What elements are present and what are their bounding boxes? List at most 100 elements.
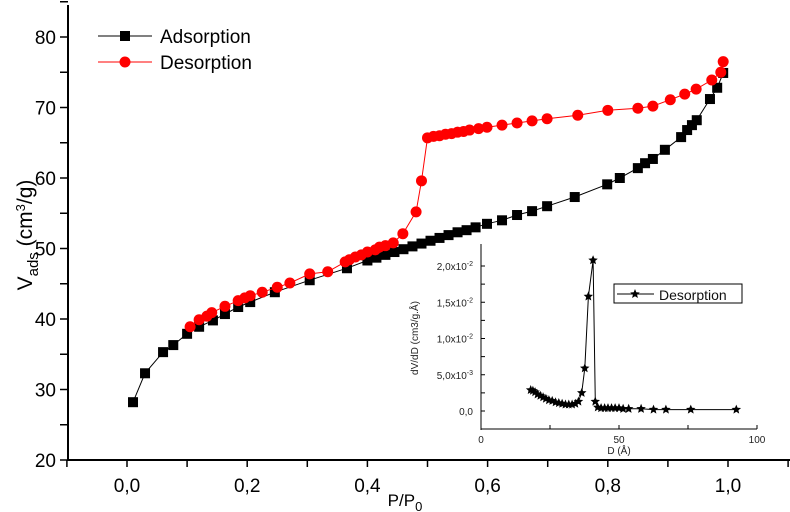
data-point-adsorption <box>527 206 538 217</box>
data-point-desorption <box>602 104 614 116</box>
inset-y-tick-label: 0,0 <box>459 407 473 418</box>
x-tick-label: 0,8 <box>595 476 621 497</box>
data-point-adsorption <box>434 232 445 243</box>
data-point-adsorption <box>676 132 687 143</box>
data-point-adsorption <box>632 163 643 174</box>
legend-label: Adsorption <box>160 27 251 48</box>
x-axis-label: P/P0 <box>388 491 423 512</box>
data-point-desorption <box>339 256 351 268</box>
x-tick-label: 0,4 <box>354 476 381 497</box>
data-point-desorption <box>572 109 584 121</box>
data-point-adsorption <box>233 302 244 313</box>
inset-data-point <box>577 387 587 397</box>
y-tick-label: 50 <box>35 240 56 261</box>
data-point-adsorption <box>542 201 553 212</box>
data-point-adsorption <box>704 94 715 105</box>
data-point-adsorption <box>398 244 409 255</box>
inset-y-tick-label: 1,5x10-2 <box>437 297 473 309</box>
y-tick-label: 40 <box>35 310 56 331</box>
data-point-adsorption <box>481 218 492 229</box>
data-point-desorption <box>184 321 196 333</box>
data-point-desorption <box>473 123 485 135</box>
inset-data-point <box>570 398 581 408</box>
inset-data-point <box>573 396 584 406</box>
inset-data-point <box>731 404 742 414</box>
legend-marker-desorption <box>119 56 131 68</box>
data-point-desorption <box>496 119 508 131</box>
data-point-adsorption <box>304 275 315 286</box>
data-point-adsorption <box>659 144 670 155</box>
inset-y-tick-label: 2,0x10-2 <box>437 261 473 273</box>
data-point-desorption <box>715 66 727 78</box>
data-point-adsorption <box>245 297 256 308</box>
inset-series-line <box>530 260 737 411</box>
data-point-desorption <box>271 281 283 293</box>
inset-data-point <box>588 255 598 265</box>
data-point-adsorption <box>371 252 382 263</box>
data-point-adsorption <box>614 173 625 183</box>
legend-label: Desorption <box>160 53 252 74</box>
data-point-desorption <box>232 295 244 307</box>
data-point-desorption <box>706 74 718 86</box>
data-point-adsorption <box>452 227 463 238</box>
inset-legend-marker <box>630 289 640 298</box>
inset-y-tick-label: 1,0x10-2 <box>437 334 473 346</box>
data-point-desorption <box>397 228 409 240</box>
data-point-adsorption <box>362 255 373 266</box>
y-tick-label: 80 <box>35 28 56 49</box>
data-point-adsorption <box>512 210 523 221</box>
y-tick-label: 70 <box>35 99 56 120</box>
data-point-adsorption <box>569 192 580 203</box>
data-point-desorption <box>717 56 729 68</box>
data-point-desorption <box>664 94 676 106</box>
data-point-adsorption <box>194 321 205 332</box>
x-tick-label: 0,0 <box>114 476 140 497</box>
inset-data-point <box>636 403 646 413</box>
legend-marker-adsorption <box>120 31 130 41</box>
data-point-adsorption <box>140 368 151 379</box>
data-point-adsorption <box>712 82 723 93</box>
data-point-adsorption <box>497 215 508 226</box>
data-point-adsorption <box>647 153 658 164</box>
inset-data-point <box>580 363 590 373</box>
x-tick-label: 0,6 <box>474 476 500 497</box>
data-point-adsorption <box>158 347 169 358</box>
y-tick-label: 20 <box>35 451 56 472</box>
data-point-adsorption <box>128 397 139 408</box>
inset-y-axis-label: dV/dD (cm3/g.Å) <box>408 301 421 375</box>
data-point-desorption <box>679 88 691 100</box>
inset-x-tick-label: 0 <box>478 435 484 446</box>
data-point-adsorption <box>470 222 481 233</box>
data-point-adsorption <box>168 340 179 351</box>
data-point-adsorption <box>219 309 230 320</box>
inset-data-point <box>590 396 600 406</box>
data-point-desorption <box>526 115 538 127</box>
inset-data-point <box>583 291 594 301</box>
data-point-desorption <box>193 314 205 326</box>
data-point-adsorption <box>461 225 472 236</box>
data-point-adsorption <box>640 158 651 169</box>
data-point-desorption <box>284 277 296 289</box>
data-point-desorption <box>690 83 702 95</box>
x-tick-label: 1,0 <box>715 476 741 497</box>
data-point-adsorption <box>602 179 613 190</box>
data-point-adsorption <box>425 235 436 246</box>
data-point-desorption <box>541 113 553 125</box>
inset-legend-box <box>613 283 743 304</box>
data-point-adsorption <box>691 115 702 126</box>
y-axis-label: Vads (cm3/g) <box>13 180 42 291</box>
data-point-desorption <box>632 102 644 114</box>
data-point-desorption <box>415 175 427 187</box>
data-point-desorption <box>304 268 316 280</box>
y-tick-label: 60 <box>35 169 56 190</box>
inset-data-point <box>623 403 634 413</box>
x-tick-label: 0,2 <box>234 476 260 497</box>
data-point-desorption <box>256 286 268 298</box>
data-point-adsorption <box>416 238 427 249</box>
inset-data-point <box>648 404 659 414</box>
data-point-adsorption <box>207 315 218 326</box>
inset-data-point <box>618 403 628 413</box>
inset-x-tick-label: 100 <box>749 435 766 446</box>
data-point-desorption <box>322 266 334 278</box>
